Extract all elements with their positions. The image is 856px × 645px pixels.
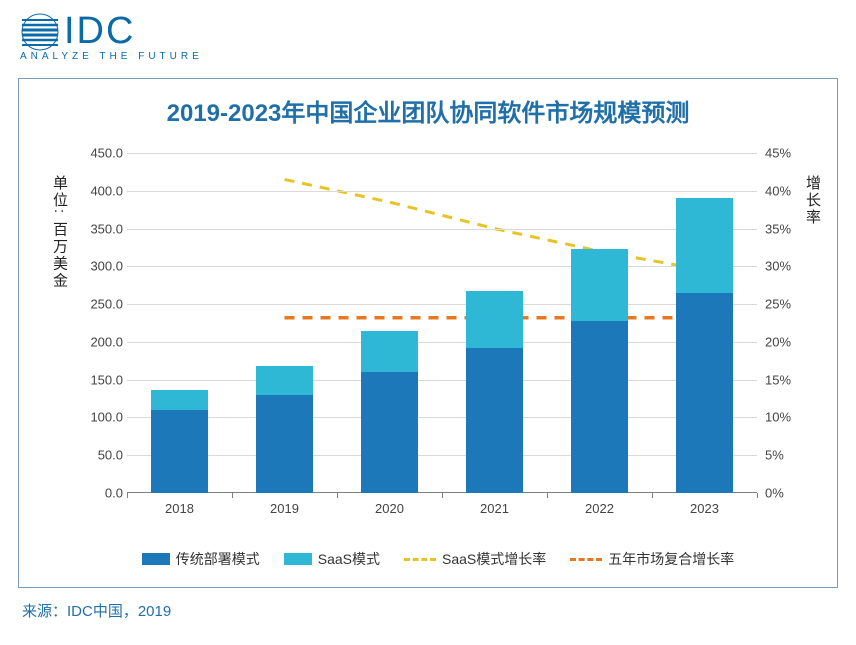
x-tick-label: 2022 — [571, 501, 629, 516]
x-tick-mark — [547, 493, 548, 498]
logo-text: IDC — [64, 10, 135, 53]
y2-tick-label: 45% — [765, 146, 791, 161]
y2-tick-label: 35% — [765, 221, 791, 236]
x-tick-label: 2023 — [676, 501, 734, 516]
x-tick-mark — [232, 493, 233, 498]
y1-tick-label: 150.0 — [77, 372, 123, 387]
y1-tick-label: 350.0 — [77, 221, 123, 236]
gridline — [127, 455, 757, 456]
gridline — [127, 191, 757, 192]
x-tick-label: 2019 — [256, 501, 314, 516]
x-tick-mark — [652, 493, 653, 498]
x-tick-mark — [337, 493, 338, 498]
y1-tick-label: 250.0 — [77, 297, 123, 312]
line-overlay — [127, 153, 757, 493]
gridline — [127, 153, 757, 154]
bar-saas — [151, 390, 209, 410]
x-tick-mark — [442, 493, 443, 498]
y1-tick-label: 0.0 — [77, 486, 123, 501]
bar-saas — [676, 198, 734, 292]
idc-logo: IDC ANALYZE THE FUTURE — [20, 10, 203, 62]
legend-label: SaaS模式增长率 — [442, 549, 546, 569]
gridline — [127, 266, 757, 267]
bar-traditional — [466, 348, 524, 493]
y1-tick-label: 200.0 — [77, 334, 123, 349]
legend-item: SaaS模式增长率 — [404, 549, 546, 569]
bar-saas — [466, 291, 524, 348]
y2-tick-label: 10% — [765, 410, 791, 425]
logo-tagline: ANALYZE THE FUTURE — [20, 51, 203, 62]
legend-label: 传统部署模式 — [176, 549, 260, 569]
bar-traditional — [571, 321, 629, 493]
y1-tick-label: 400.0 — [77, 183, 123, 198]
bar-saas — [256, 366, 314, 395]
legend: 传统部署模式 SaaS模式 SaaS模式增长率 五年市场复合增长率 — [69, 549, 807, 569]
gridline — [127, 380, 757, 381]
y2-tick-label: 30% — [765, 259, 791, 274]
legend-dash — [404, 558, 436, 561]
y2-tick-label: 5% — [765, 448, 784, 463]
y1-tick-label: 450.0 — [77, 146, 123, 161]
trend-line — [285, 179, 705, 270]
y1-axis-label: 单位: 百万美金 — [49, 175, 70, 289]
y2-axis-label: 增长率 — [802, 175, 823, 226]
y2-tick-label: 20% — [765, 334, 791, 349]
gridline — [127, 229, 757, 230]
chart-title: 2019-2023年中国企业团队协同软件市场规模预测 — [19, 93, 837, 128]
legend-item: SaaS模式 — [284, 549, 380, 569]
y1-tick-label: 300.0 — [77, 259, 123, 274]
plot-area: 201820192020202120222023 — [127, 153, 757, 493]
globe-icon — [20, 12, 60, 52]
x-tick-label: 2020 — [361, 501, 419, 516]
legend-label: SaaS模式 — [318, 549, 380, 569]
bar-traditional — [256, 395, 314, 493]
chart-frame: 2019-2023年中国企业团队协同软件市场规模预测 单位: 百万美金 增长率 … — [18, 78, 838, 588]
legend-item: 传统部署模式 — [142, 549, 260, 569]
y1-tick-label: 50.0 — [77, 448, 123, 463]
legend-swatch — [284, 553, 312, 565]
legend-dash — [570, 558, 602, 561]
y1-tick-label: 100.0 — [77, 410, 123, 425]
bar-traditional — [151, 410, 209, 493]
gridline — [127, 417, 757, 418]
x-tick-label: 2018 — [151, 501, 209, 516]
y2-tick-label: 15% — [765, 372, 791, 387]
x-tick-label: 2021 — [466, 501, 524, 516]
y2-tick-label: 0% — [765, 486, 784, 501]
y2-tick-label: 40% — [765, 183, 791, 198]
legend-swatch — [142, 553, 170, 565]
legend-label: 五年市场复合增长率 — [608, 549, 734, 569]
bar-traditional — [676, 293, 734, 493]
source-text: 来源：IDC中国，2019 — [22, 600, 171, 621]
x-tick-mark — [757, 493, 758, 498]
x-tick-mark — [127, 493, 128, 498]
legend-item: 五年市场复合增长率 — [570, 549, 734, 569]
bar-traditional — [361, 372, 419, 493]
gridline — [127, 304, 757, 305]
gridline — [127, 342, 757, 343]
bar-saas — [571, 249, 629, 321]
y2-tick-label: 25% — [765, 297, 791, 312]
bar-saas — [361, 331, 419, 373]
